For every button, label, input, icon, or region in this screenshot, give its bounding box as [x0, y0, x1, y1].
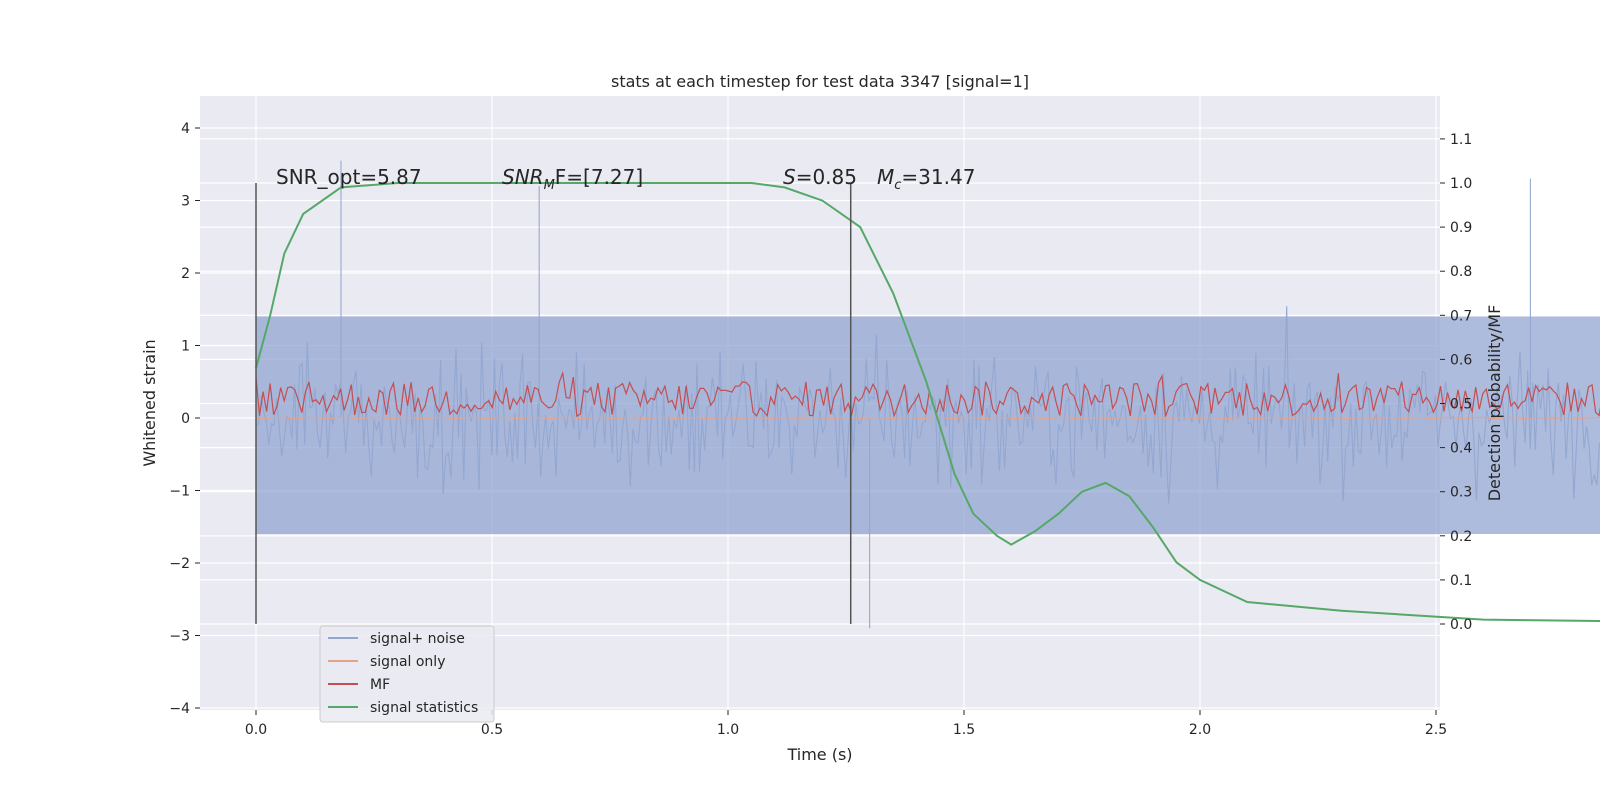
y-axis-right: 1.1 1.0 0.9 0.8 0.7 0.6 0.5 0.4 0.3 0.2 0.1 0.0 [1440, 132, 1472, 633]
y-tick-label: 2 [181, 266, 190, 282]
legend: signal+ noise signal only MF signal stat… [319, 625, 495, 723]
series-signal-only [255, 416, 1600, 420]
legend-label-signal-noise: signal+ noise [370, 631, 465, 647]
x-tick-label: 1.5 [953, 722, 975, 738]
legend-box [319, 625, 495, 723]
series-signal-plus-noise-core [256, 316, 1600, 534]
y-right-tick-label: 0.7 [1450, 308, 1472, 324]
y-right-tick-label: 1.1 [1450, 132, 1472, 148]
annotation-snr-mf: SNRMF=[7.27] [502, 165, 643, 193]
vertical-markers [255, 183, 852, 624]
series-signal-plus-noise [255, 160, 1600, 629]
y-right-tick-label: 0.3 [1450, 485, 1472, 501]
series-signal-statistics [255, 182, 1600, 622]
y-tick-label: −2 [169, 556, 190, 572]
x-axis-label: Time (s) [786, 745, 852, 764]
y-tick-label: −3 [169, 629, 190, 645]
annotation-snr-opt: SNR_opt=5.87 [276, 165, 422, 189]
y-right-tick-label: 0.2 [1450, 529, 1472, 545]
y-axis-right-label: Detection probability/MF [1485, 305, 1504, 502]
legend-label-mf: MF [370, 677, 390, 693]
y-right-tick-label: 0.5 [1450, 397, 1472, 413]
annotation-s: S=0.85 [783, 165, 857, 189]
y-tick-label: 3 [181, 194, 190, 210]
series-mf [255, 370, 1600, 418]
y-axis-label: Whitened strain [140, 339, 159, 466]
y-right-tick-label: 0.9 [1450, 220, 1472, 236]
x-tick-label: 2.0 [1189, 722, 1211, 738]
legend-label-signal-only: signal only [370, 654, 445, 670]
x-tick-label: 1.0 [717, 722, 739, 738]
x-tick-label: 0.0 [245, 722, 267, 738]
y-axis-left: 4 3 2 1 0 −1 −2 −3 −4 [169, 121, 200, 717]
y-right-tick-label: 1.0 [1450, 176, 1472, 192]
y-tick-label: 0 [181, 411, 190, 427]
y-tick-label: −4 [169, 701, 190, 717]
chart-title: stats at each timestep for test data 334… [611, 72, 1029, 91]
legend-label-signal-statistics: signal statistics [370, 700, 478, 716]
y-right-tick-label: 0.1 [1450, 573, 1472, 589]
x-tick-label: 0.5 [481, 722, 503, 738]
y-right-tick-label: 0.6 [1450, 352, 1472, 368]
y-tick-label: 1 [181, 339, 190, 355]
annotation-mc: Mc=31.47 [877, 165, 975, 193]
x-tick-label: 2.5 [1425, 722, 1447, 738]
series-layer [255, 160, 1600, 629]
x-axis: 0.00.51.01.52.02.53.03.54.04.55.05.56.06… [245, 710, 1447, 738]
y-right-tick-label: 0.8 [1450, 264, 1472, 280]
y-tick-label: 4 [181, 121, 190, 137]
y-right-tick-label: 0.0 [1450, 617, 1472, 633]
y-right-tick-label: 0.4 [1450, 441, 1472, 457]
y-tick-label: −1 [169, 484, 190, 500]
